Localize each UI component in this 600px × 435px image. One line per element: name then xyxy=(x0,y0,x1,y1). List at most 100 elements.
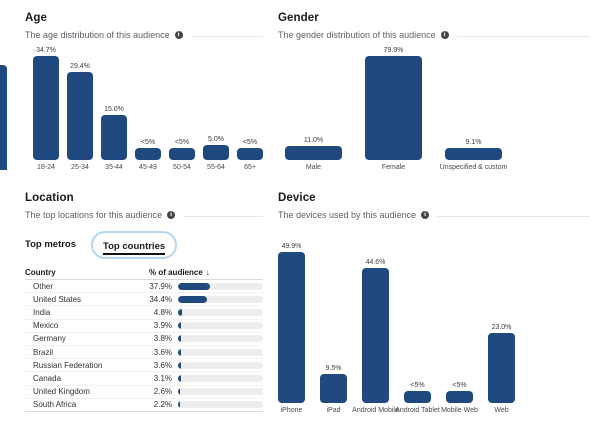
bar-category-label: Female xyxy=(381,164,406,171)
table-row: South Africa 2.2% xyxy=(25,399,263,412)
percent-bar-track xyxy=(178,282,263,290)
bar-value-label: 79.9% xyxy=(383,47,404,54)
age-section-subtitle-row: The age distribution of this audience i xyxy=(25,30,263,40)
bar-group-50-54: <5% 50-54 xyxy=(169,139,195,172)
country-name: United States xyxy=(33,294,82,304)
country-name: Brazil xyxy=(33,347,54,357)
bar xyxy=(237,148,263,160)
device-section-subtitle-row: The devices used by this audience i xyxy=(278,210,590,220)
audience-percent: 3.9% xyxy=(153,321,172,331)
bar xyxy=(320,374,347,403)
bar-value-label: 5.0% xyxy=(208,136,224,144)
bar xyxy=(169,148,195,160)
bar xyxy=(446,390,473,403)
bar-group-55-64: 5.0% 55-64 xyxy=(203,136,229,172)
audience-percent: 2.6% xyxy=(153,387,172,397)
sort-descending-icon: ↓ xyxy=(205,268,210,277)
column-header-country[interactable]: Country xyxy=(25,268,56,277)
top-countries-table: Country % of audience ↓ Other 37.9% United … xyxy=(25,268,263,412)
percent-bar-track xyxy=(178,348,263,356)
bar-group-45-49: <5% 45-49 xyxy=(135,139,161,172)
bar-group-65-: <5% 65+ xyxy=(237,139,263,172)
audience-percent: 37.9% xyxy=(149,281,172,291)
age-bar-chart: 34.7% 18-24 29.4% 25-34 15.0% 35-44 <5% 45-49 <5… xyxy=(25,47,263,172)
info-icon[interactable]: i xyxy=(421,211,430,219)
percent-bar-fill xyxy=(178,401,180,409)
bar xyxy=(488,333,515,403)
percent-bar-fill xyxy=(178,295,208,303)
audience-percent: 3.8% xyxy=(153,334,172,344)
bar-category-label: Unspecified & custom xyxy=(439,164,508,171)
cropped-bar-left-edge xyxy=(0,65,7,170)
info-icon[interactable]: i xyxy=(174,31,183,39)
table-row: United States 34.4% xyxy=(25,293,263,307)
percent-bar-track xyxy=(178,335,263,343)
bar xyxy=(445,148,502,160)
column-header-pct-of-audience[interactable]: % of audience ↓ xyxy=(138,268,263,277)
percent-bar-track xyxy=(178,374,263,382)
bar-value-label: <5% xyxy=(174,139,190,147)
table-body: Other 37.9% United States 34.4% India 4.8% Mex… xyxy=(25,280,263,412)
location-section-title: Location xyxy=(25,192,74,204)
info-icon[interactable]: i xyxy=(440,31,449,39)
bar xyxy=(278,252,305,403)
gender-section: Gender The gender distribution of this a… xyxy=(278,12,590,172)
percent-bar-fill xyxy=(178,282,211,290)
bar xyxy=(404,390,431,403)
percent-bar-track xyxy=(178,308,263,316)
bar-category-label: 55-64 xyxy=(207,164,225,171)
bar-value-label: <5% xyxy=(452,381,467,389)
bar-category-label: 45-49 xyxy=(139,164,157,171)
bar-value-label: 15.0% xyxy=(104,106,124,114)
bar-group-female: 79.9% Female xyxy=(365,47,422,172)
bar-category-label: 18-24 xyxy=(37,164,55,171)
table-row: India 4.8% xyxy=(25,306,263,320)
gender-section-subtitle: The gender distribution of this audience xyxy=(278,30,436,40)
bar xyxy=(285,145,342,160)
bar-group-web: 23.0% Web xyxy=(488,324,515,415)
gender-section-subtitle-row: The gender distribution of this audience… xyxy=(278,30,590,40)
percent-bar-track xyxy=(178,388,263,396)
country-name: Other xyxy=(33,281,54,291)
device-section: Device The devices used by this audience… xyxy=(278,192,590,415)
tab-top-metros[interactable]: Top metros xyxy=(25,239,77,250)
bar-group-25-34: 29.4% 25-34 xyxy=(67,63,93,172)
bar-value-label: <5% xyxy=(410,381,425,389)
audience-percent: 3.6% xyxy=(153,347,172,357)
bar-category-label: Male xyxy=(305,164,322,171)
bar-category-label: 65+ xyxy=(244,164,256,171)
bar-value-label: 11.0% xyxy=(303,136,324,144)
table-row: United Kingdom 2.6% xyxy=(25,386,263,399)
divider xyxy=(190,35,263,37)
tab-top-countries[interactable]: Top countries xyxy=(91,230,178,259)
bar-group-male: 11.0% Male xyxy=(285,137,342,172)
percent-bar-fill xyxy=(178,335,182,343)
audience-percent: 34.4% xyxy=(149,294,172,304)
device-section-subtitle: The devices used by this audience xyxy=(278,210,417,220)
tab-top-countries-label: Top countries xyxy=(103,241,166,255)
bar-category-label: 50-54 xyxy=(173,164,191,171)
percent-bar-track xyxy=(178,361,263,369)
bar xyxy=(135,148,161,160)
percent-bar-fill xyxy=(178,361,182,369)
country-name: Canada xyxy=(33,373,62,383)
country-name: South Africa xyxy=(33,400,77,410)
country-name: Russian Federation xyxy=(33,360,103,370)
audience-percent: 3.1% xyxy=(153,373,172,383)
device-section-title: Device xyxy=(278,192,316,204)
percent-bar-fill xyxy=(178,388,181,396)
divider xyxy=(183,215,263,217)
percent-bar-fill xyxy=(178,322,182,330)
bar-group-iphone: 49.9% iPhone xyxy=(278,243,305,415)
bar-value-label: <5% xyxy=(242,139,258,147)
bar xyxy=(67,71,93,160)
bar-group-18-24: 34.7% 18-24 xyxy=(33,47,59,172)
info-icon[interactable]: i xyxy=(167,211,176,219)
table-row: Germany 3.8% xyxy=(25,333,263,346)
bar-category-label: Web xyxy=(494,407,509,414)
bar-category-label: 25-34 xyxy=(71,164,89,171)
table-row: Other 37.9% xyxy=(25,280,263,294)
bar xyxy=(203,145,229,160)
bar-value-label: 34.7% xyxy=(36,47,56,54)
